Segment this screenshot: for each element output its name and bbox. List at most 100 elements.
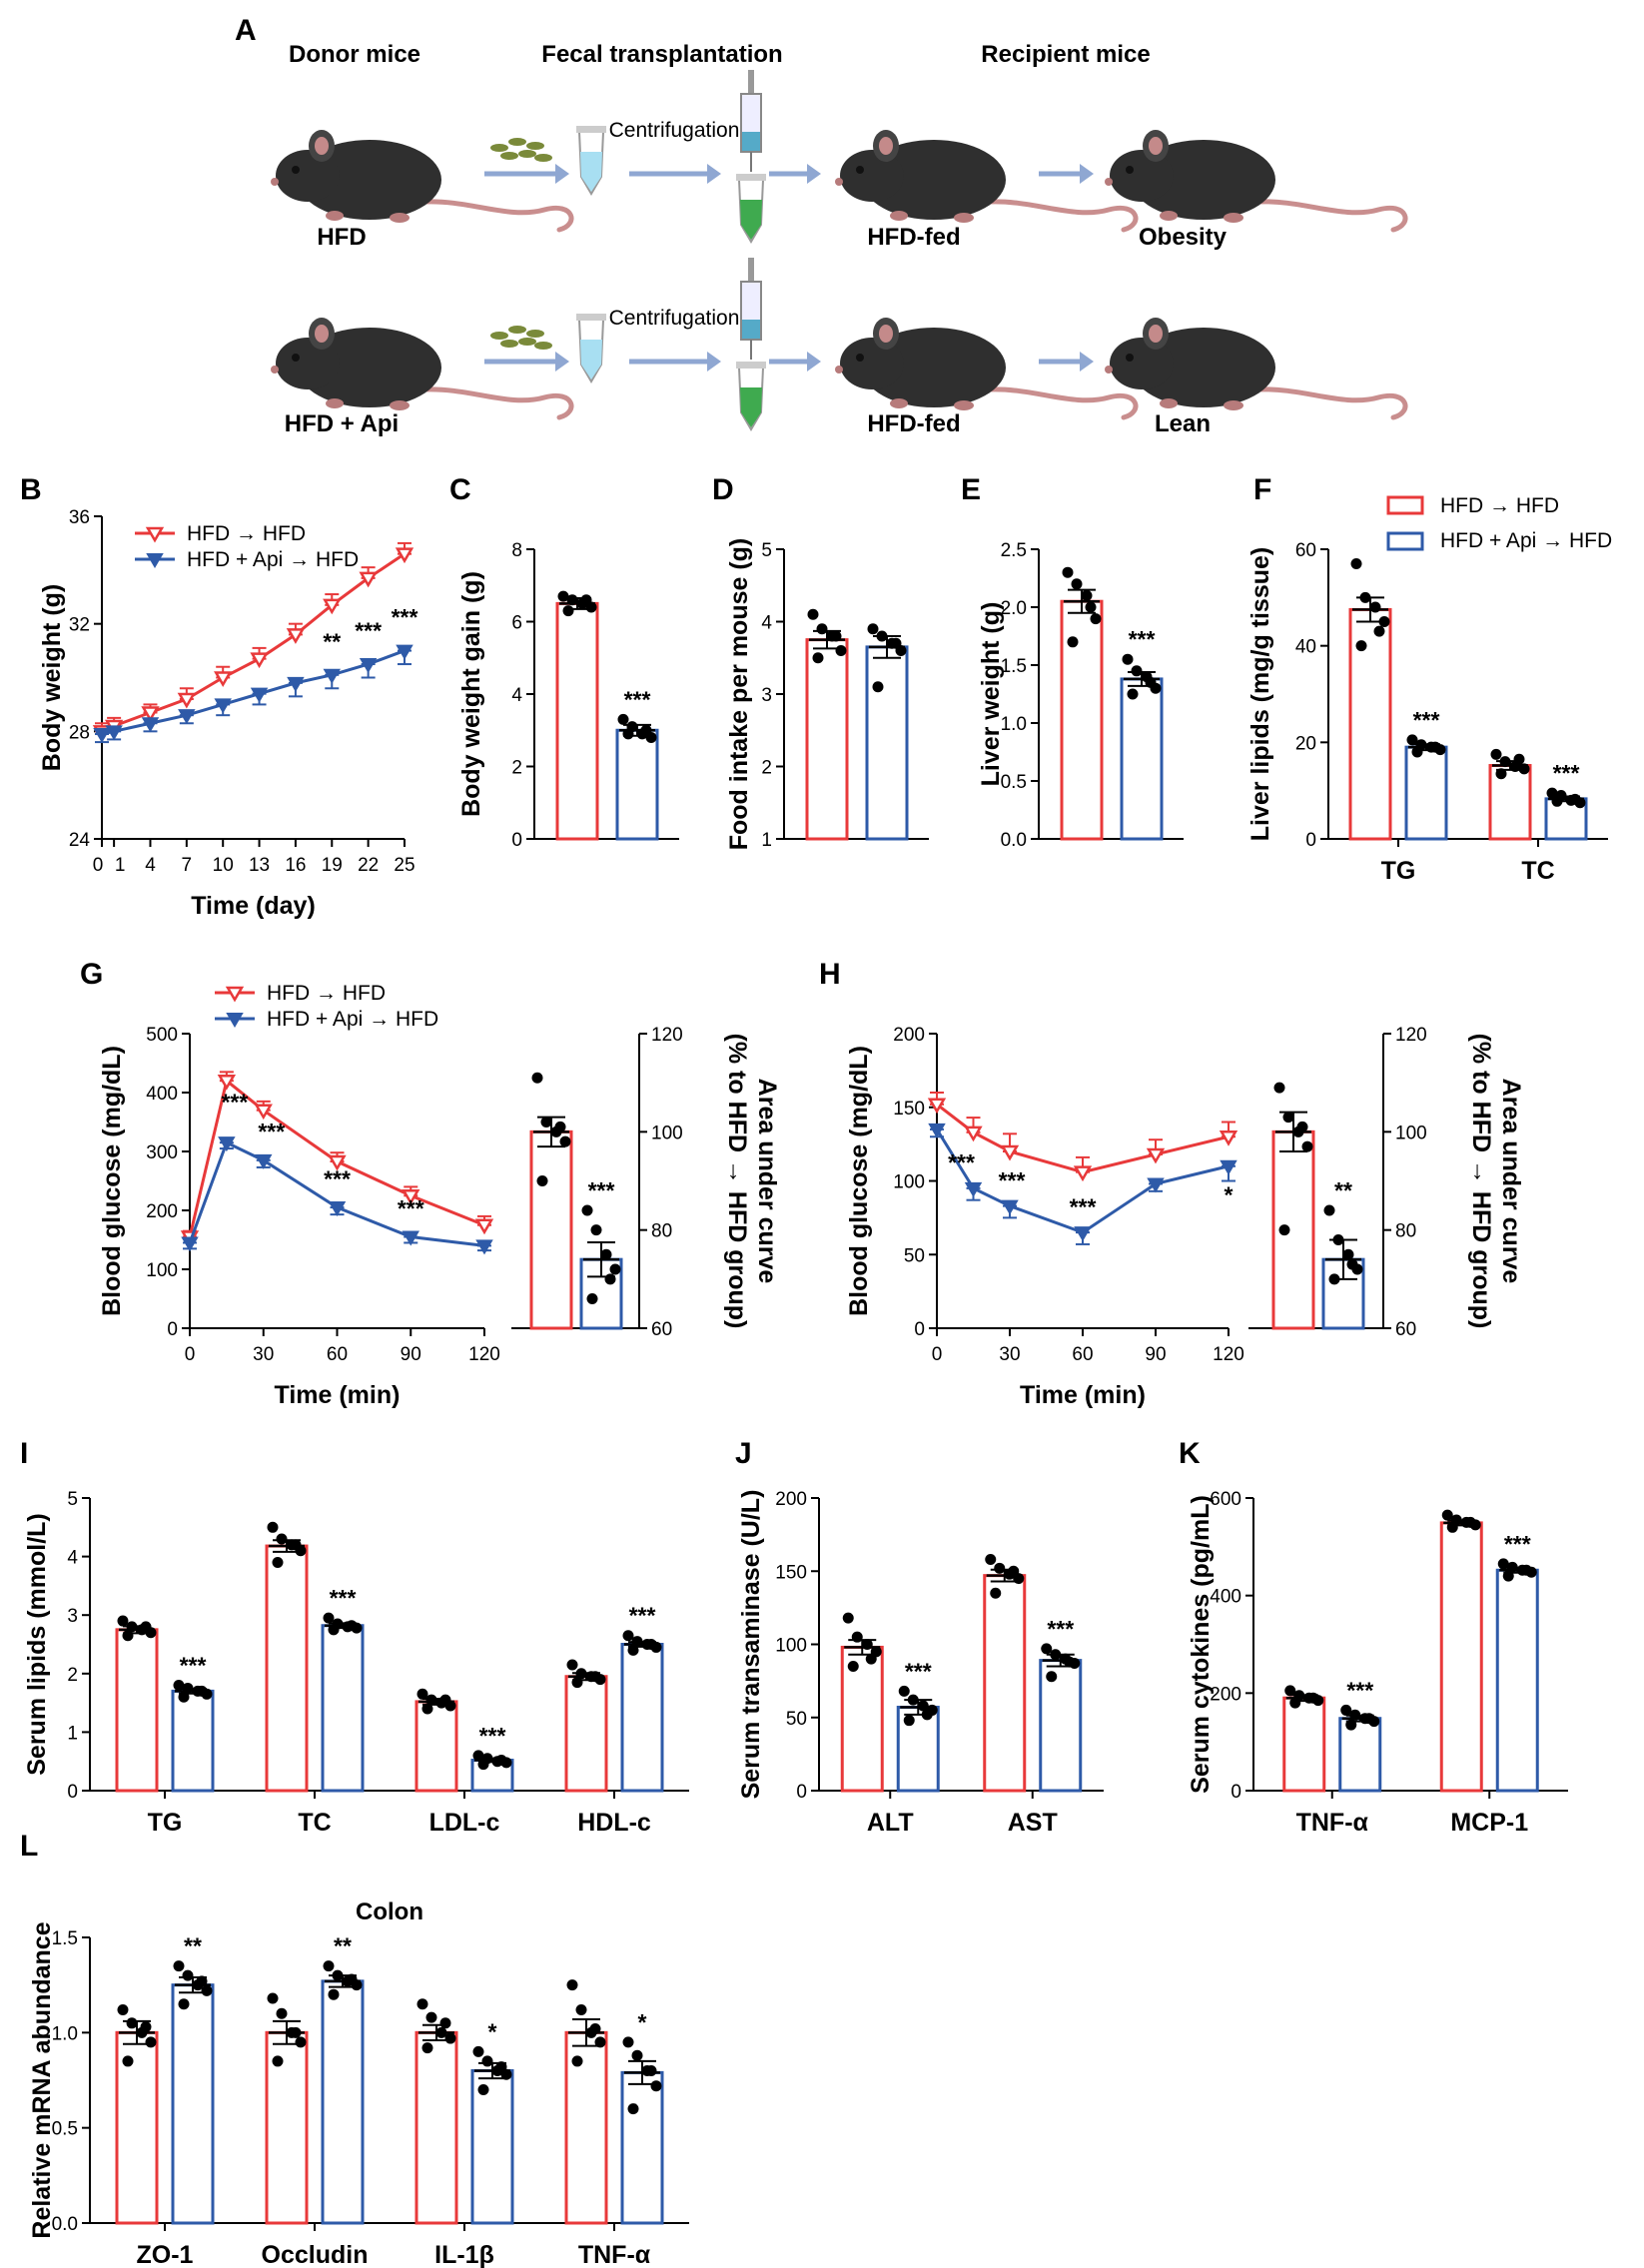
chart-h-y-tick-label: 100 — [893, 1172, 925, 1193]
chart-i-y-tick-label: 1 — [67, 1723, 78, 1744]
chart-f-significance: *** — [1413, 707, 1440, 733]
chart-b-api-marker — [93, 728, 111, 744]
mouse-body — [1132, 328, 1275, 407]
chart-i-hfd-data-point — [589, 1671, 601, 1683]
chart-e-y-tick-label: 2.5 — [1001, 540, 1027, 561]
chart-b-api-marker — [214, 698, 232, 714]
chart-d-hfd-data-point — [830, 630, 842, 642]
chart-g-auc-hfd-data-point — [540, 1117, 552, 1128]
chart-h-y-tick-label: 150 — [893, 1099, 925, 1120]
chart-e: 0.0 0.5 1.0 1.5 2.0 2.5 *** Liver weight (g) — [977, 540, 1184, 851]
chart-b-x-tick-label: 7 — [182, 855, 193, 876]
chart-l-hfd-data-point — [145, 2036, 157, 2048]
chart-g-hfd-marker — [328, 1154, 347, 1171]
chart-j-api-data-point — [898, 1685, 910, 1697]
chart-f-hfd-data-point — [1355, 640, 1367, 652]
chart-g-api-line — [188, 1140, 485, 1247]
chart-l-api-data-point — [650, 2080, 662, 2092]
chart-f-hfd-data-point — [1518, 763, 1530, 775]
chart-d-api-bar — [865, 645, 909, 841]
chart-e-hfd-data-point — [1081, 589, 1093, 601]
chart-g-y-tick-label: 100 — [146, 1260, 178, 1281]
syringe-plunger — [748, 70, 754, 94]
chart-h-auc-hfd-data-point — [1273, 1082, 1285, 1094]
chart-k-api-bar — [1338, 1717, 1382, 1793]
chart-k-hfd-data-point — [1307, 1692, 1319, 1704]
chart-i-hfd-data-point — [575, 1668, 587, 1680]
chart-l-x-tick-label: Occludin — [262, 2241, 369, 2268]
chart-l-y-tick-label: 1.0 — [52, 2023, 78, 2044]
chart-b-x-tick-label: 19 — [322, 855, 343, 876]
chart-h-significance: * — [1225, 1182, 1233, 1208]
chart-f-api-data-point — [1546, 787, 1558, 799]
chart-j-api-data-point — [921, 1709, 933, 1721]
chart-h-api-line — [935, 1129, 1230, 1234]
chart-f-x-tick-label: TC — [1521, 857, 1554, 885]
chart-g-auc-y-tick-label: 100 — [651, 1123, 683, 1143]
chart-b-significance: ** — [323, 628, 341, 654]
chart-g-auc-api-data-point — [609, 1263, 621, 1275]
chart-g-api-marker — [218, 1136, 236, 1152]
chart-c-y-tick-label: 2 — [511, 758, 522, 779]
chart-j-api-data-point — [1046, 1671, 1058, 1683]
mouse-tail — [1255, 386, 1408, 420]
chart-i-api-bar — [620, 1643, 664, 1793]
chart-b-y-axis-label: Body weight (g) — [38, 584, 66, 771]
chart-g-x-axis-label: Time (min) — [275, 1381, 401, 1409]
legend-hfd-swatch — [1386, 495, 1424, 515]
pellet — [490, 332, 508, 340]
panel-a-schematic: A Donor mice Fecal transplantation Recipien… — [235, 14, 1228, 437]
chart-f-y-tick-label: 20 — [1295, 733, 1316, 754]
chart-h-hfd-marker — [927, 1098, 947, 1115]
chart-l-hfd-bar — [414, 2030, 458, 2225]
chart-l-y-axis-label: Relative mRNA abundance — [28, 1921, 56, 2238]
chart-g-auc-api-data-point — [586, 1293, 598, 1304]
chart-l-hfd-data-point — [122, 2055, 134, 2067]
chart-e-api-data-point — [1145, 676, 1157, 688]
chart-h-api-marker — [928, 1123, 946, 1138]
chart-i-x-tick-label: HDL-c — [577, 1809, 651, 1837]
outcome-mouse-icon — [1105, 318, 1408, 420]
chart-e-hfd-data-point — [1090, 613, 1102, 625]
chart-g-hfd-marker — [254, 1104, 273, 1121]
chart-c-significance: *** — [624, 686, 651, 712]
chart-j-hfd-data-point — [1008, 1565, 1020, 1577]
chart-i-x-tick-label: TG — [148, 1809, 183, 1837]
mouse-body — [298, 140, 441, 220]
chart-j-api-data-point — [1041, 1643, 1053, 1655]
chart-h-hfd-marker — [1000, 1144, 1020, 1161]
chart-f-api-data-point — [1569, 793, 1581, 805]
chart-h-api-marker — [1220, 1159, 1237, 1175]
chart-k-api-data-point — [1497, 1558, 1509, 1570]
mouse-paw — [326, 398, 344, 408]
donor-mouse-icon — [271, 130, 574, 233]
chart-l-significance: * — [638, 2009, 647, 2035]
mouse-paw — [890, 211, 908, 221]
panel-label-e: E — [961, 473, 981, 506]
chart-f-hfd-data-point — [1499, 756, 1511, 768]
chart-i-hfd-data-point — [571, 1677, 583, 1689]
mouse-ear-inner — [1149, 325, 1163, 343]
chart-j-api-data-point — [907, 1694, 919, 1706]
mouse-tail — [1255, 199, 1408, 233]
chart-h-auc: 60 80 100 120 ** Area under curve(% to HFD → … — [1248, 1025, 1525, 1340]
schematic-centrifugation-label: Centrifugation — [609, 119, 740, 142]
mouse-head — [276, 150, 340, 202]
legend-api-swatch — [1386, 531, 1424, 551]
chart-h-auc-api-data-point — [1342, 1248, 1354, 1260]
mouse-paw — [1160, 398, 1178, 408]
chart-l-significance: * — [488, 2018, 497, 2044]
mouse-nose — [1105, 366, 1113, 374]
chart-d-hfd-data-point — [812, 652, 824, 664]
panel-label-i: I — [20, 1437, 28, 1470]
chart-i-hfd-bar — [414, 1700, 458, 1793]
chart-l-hfd-data-point — [421, 2042, 433, 2054]
chart-l-hfd-data-point — [575, 2003, 587, 2015]
chart-h-hfd-marker — [1073, 1165, 1093, 1182]
chart-d-y-tick-label: 4 — [761, 613, 772, 634]
tube-liquid — [580, 340, 602, 379]
pellet — [526, 330, 544, 338]
chart-l-x-tick-label: TNF-α — [578, 2241, 651, 2268]
schematic-arrow-head — [555, 352, 569, 372]
chart-e-y-tick-label: 0.0 — [1001, 830, 1027, 851]
